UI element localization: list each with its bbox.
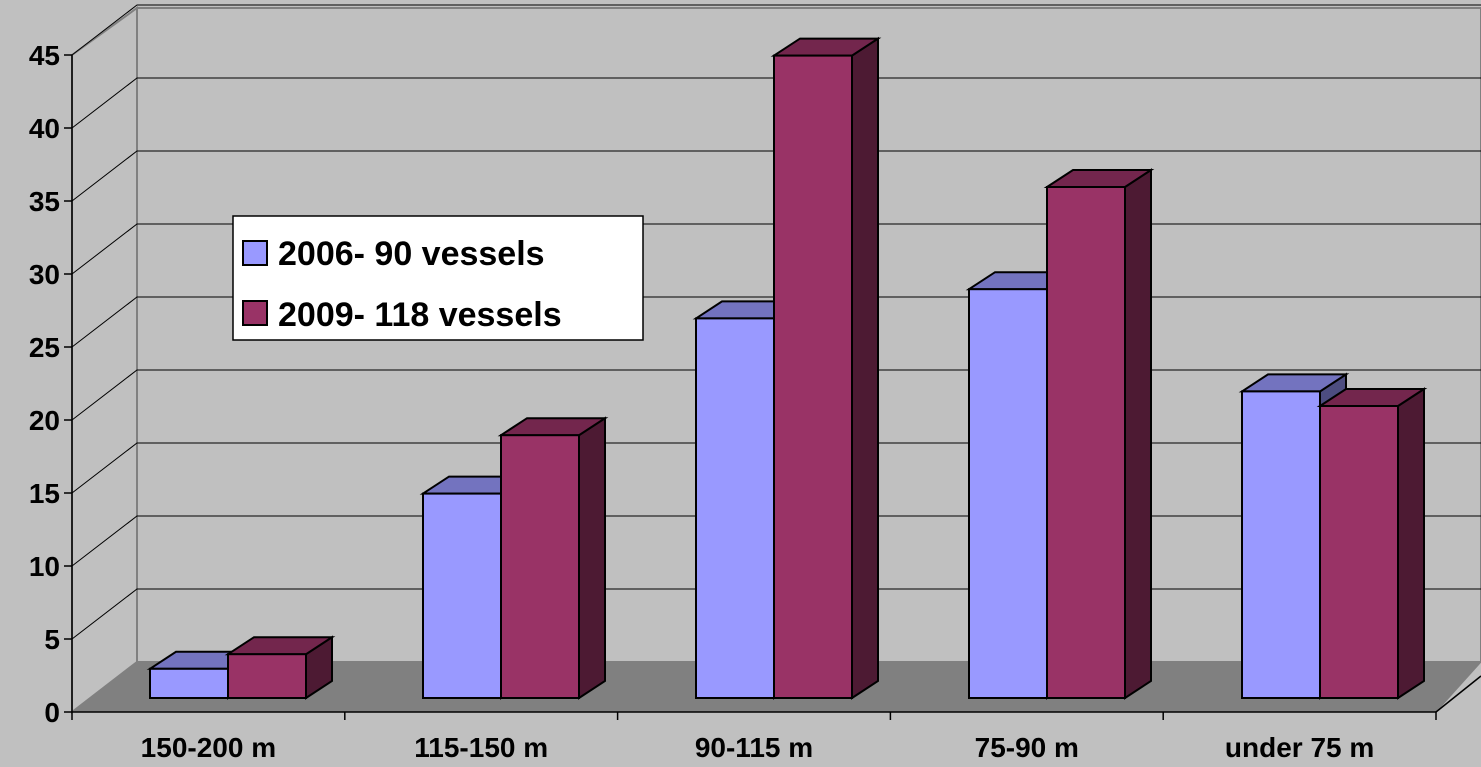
y-tick-label: 45 xyxy=(29,40,60,71)
y-tick-label: 20 xyxy=(29,405,60,436)
x-category-label: 150-200 m xyxy=(141,732,276,763)
y-tick-label: 15 xyxy=(29,478,60,509)
bar-front xyxy=(773,54,853,700)
legend: 2006- 90 vessels 2009- 118 vessels xyxy=(232,215,644,341)
bar-front xyxy=(695,317,775,699)
y-tick-label: 25 xyxy=(29,332,60,363)
y-tick-label: 40 xyxy=(29,113,60,144)
bar-front xyxy=(1319,405,1399,699)
bar xyxy=(224,635,336,700)
legend-swatch-2009 xyxy=(242,300,268,326)
bar-side xyxy=(1124,168,1152,700)
bar xyxy=(497,416,609,700)
bar-front xyxy=(500,434,580,699)
x-category-label: 90-115 m xyxy=(695,732,813,763)
y-tick-label: 30 xyxy=(29,259,60,290)
bar-front xyxy=(1241,390,1321,699)
bar xyxy=(770,36,882,700)
x-category-label: 115-150 m xyxy=(414,732,548,763)
gridline xyxy=(71,150,1481,202)
x-axis: 150-200 m 115-150 m 90-115 m 75-90 m under 7… xyxy=(71,675,1481,763)
x-category-label: under 75 m xyxy=(1225,732,1374,763)
y-axis: 0 5 10 15 20 25 30 35 40 45 xyxy=(29,40,73,728)
bar-side xyxy=(578,416,606,700)
bar-front xyxy=(1046,186,1126,699)
y-tick-label: 35 xyxy=(29,186,60,217)
bar-front xyxy=(422,492,502,699)
gridline xyxy=(71,4,1481,56)
x-category-label: 75-90 m xyxy=(975,732,1079,763)
legend-label-2006: 2006- 90 vessels xyxy=(278,235,545,273)
legend-label-2009: 2009- 118 vessels xyxy=(278,296,562,334)
bar xyxy=(1043,168,1155,700)
y-tick-label: 10 xyxy=(29,551,60,582)
bar-front xyxy=(968,288,1048,699)
y-tick-label: 5 xyxy=(44,624,60,655)
bar-front xyxy=(227,653,307,700)
side-wall xyxy=(71,6,138,715)
gridline xyxy=(71,77,1481,129)
gridline xyxy=(71,223,1481,275)
bar-front xyxy=(149,667,229,699)
legend-box xyxy=(232,215,644,341)
bar-side xyxy=(851,36,879,700)
x-axis-depth-edge xyxy=(1435,675,1481,713)
y-tick-label: 0 xyxy=(44,697,60,728)
bars xyxy=(146,36,1428,700)
legend-swatch-2006 xyxy=(242,240,268,266)
bar-side xyxy=(1397,387,1425,700)
bar xyxy=(1316,387,1428,700)
